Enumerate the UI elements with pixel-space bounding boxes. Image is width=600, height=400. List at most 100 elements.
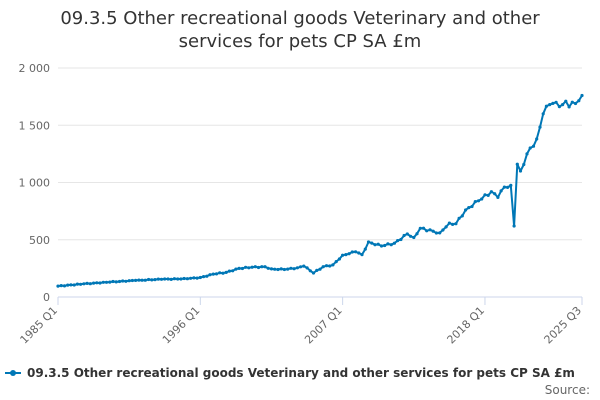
data-point [198,275,202,280]
data-point [224,270,228,274]
data-point [289,266,293,270]
data-point [318,267,322,271]
data-point [321,265,325,269]
data-point [108,280,112,284]
data-point [299,265,303,269]
data-point [528,146,532,150]
data-point [525,152,529,156]
y-axis-tick-labels: 0 500 1 000 1 500 2 000 [19,62,51,304]
data-point [302,264,306,268]
data-point [189,276,193,280]
data-point [415,232,419,236]
data-point [227,269,231,273]
data-point [512,224,516,228]
data-point [444,225,448,229]
legend-label: 09.3.5 Other recreational goods Veterina… [27,366,575,380]
data-point [324,264,329,268]
data-point [240,266,244,271]
data-point [476,199,481,203]
data-point [95,281,99,285]
data-point [467,206,471,210]
data-point [409,234,413,238]
data-point [305,266,309,270]
legend-dot-marker [10,370,16,376]
data-point [457,216,461,220]
data-point [483,193,487,197]
data-point [111,279,115,284]
data-point [234,267,238,271]
data-point [376,242,380,246]
y-tick-label: 500 [29,234,50,247]
y-tick-label: 1 500 [19,119,51,132]
data-point [182,276,186,281]
data-point [85,281,89,285]
data-point [231,269,235,273]
y-tick-label: 2 000 [19,62,51,75]
data-point [247,266,251,270]
series-line [57,94,583,288]
legend[interactable]: 09.3.5 Other recreational goods Veterina… [5,366,575,380]
data-point [172,277,176,281]
data-point [502,185,506,189]
data-point [383,243,387,248]
data-point [143,278,147,282]
data-point [276,267,280,272]
data-point [447,221,451,225]
data-point [493,192,497,196]
data-point [373,243,377,247]
data-point [399,237,403,242]
data-point [266,266,270,270]
data-point [214,272,219,276]
data-point [308,269,312,273]
data-point [156,277,160,281]
data-point [79,282,83,286]
data-point [515,162,519,166]
data-point [341,253,345,257]
data-point [499,189,503,193]
data-point [72,283,76,287]
data-point [237,266,241,270]
x-axis [57,296,583,305]
data-point [451,222,455,226]
data-point [218,271,222,275]
data-point [130,278,134,283]
data-point [114,280,118,284]
data-point [434,231,438,235]
data-point [104,280,109,284]
data-point [179,277,183,281]
data-point [127,279,131,283]
data-point [460,214,464,218]
data-point [62,284,67,288]
data-point [101,280,105,284]
chart-title: 09.3.5 Other recreational goods Veterina… [60,8,540,52]
data-point [412,235,416,240]
data-point [75,282,79,286]
data-point [392,241,396,245]
data-point [496,195,500,199]
data-point [402,233,406,238]
data-point [347,252,351,256]
data-point [124,279,128,283]
data-point [202,275,206,279]
data-point [506,185,510,189]
data-point [428,228,432,232]
data-point [379,244,384,248]
data-point [221,271,225,275]
data-point [292,267,296,271]
data-point [273,267,277,271]
data-point [159,277,164,281]
data-point [117,279,122,284]
data-point [66,283,70,287]
data-point [279,267,283,271]
x-tick-label: 2025 Q3 [542,304,585,347]
chart-title-line-1: 09.3.5 Other recreational goods Veterina… [60,8,540,29]
data-point [328,264,332,268]
data-point [269,267,274,271]
data-point [396,239,400,243]
data-point [344,253,348,257]
x-tick-label: 1996 Q1 [160,304,203,347]
data-point [541,112,545,116]
data-point [253,265,257,269]
grid-lines [58,67,582,241]
